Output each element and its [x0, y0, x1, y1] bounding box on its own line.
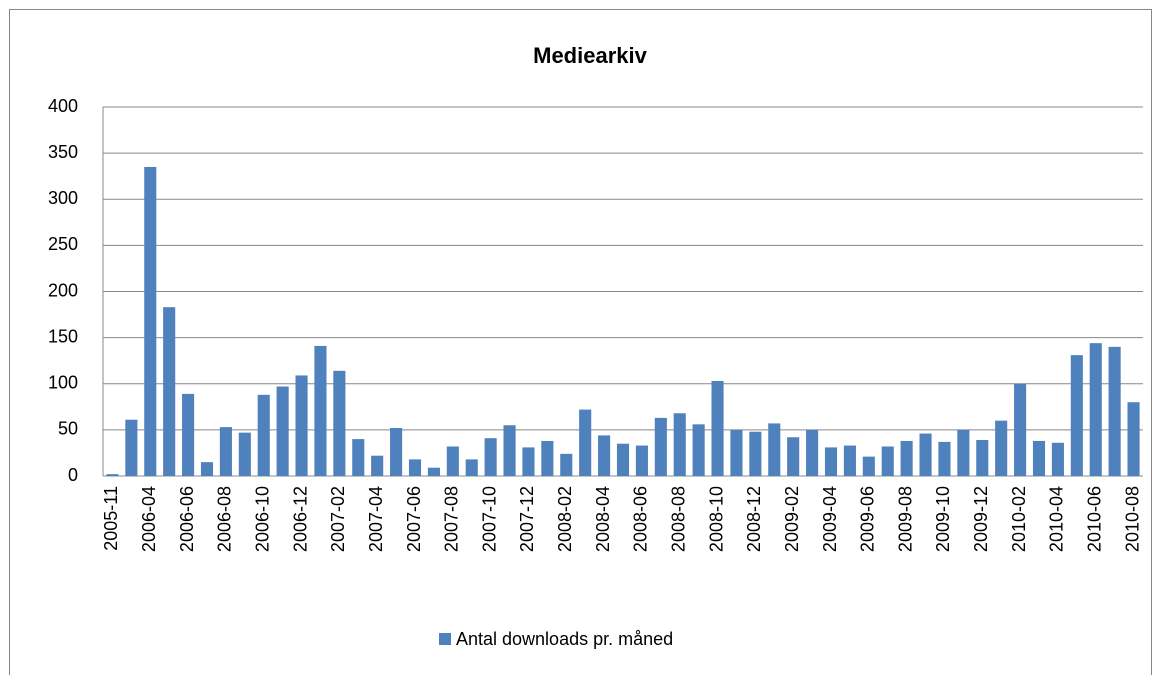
- bar: [881, 446, 894, 476]
- bar: [938, 441, 951, 476]
- y-tick-label: 300: [48, 188, 78, 208]
- x-tick-label: 2006-12: [290, 486, 310, 552]
- legend-label: Antal downloads pr. måned: [456, 629, 673, 649]
- bar: [125, 419, 138, 476]
- bar: [749, 431, 762, 476]
- x-tick-label: 2009-10: [933, 486, 953, 552]
- bar: [1070, 355, 1083, 476]
- bar: [484, 438, 497, 476]
- bar: [390, 428, 403, 476]
- bar: [465, 459, 478, 476]
- bar: [787, 437, 800, 476]
- bar: [1051, 442, 1064, 476]
- bar: [1032, 440, 1046, 476]
- y-tick-label: 100: [48, 373, 78, 393]
- chart-frame: [9, 9, 1152, 675]
- bar: [635, 445, 648, 476]
- bar: [541, 440, 554, 476]
- bar: [711, 380, 724, 476]
- bar: [673, 413, 686, 476]
- bar: [503, 425, 516, 476]
- y-tick-label: 250: [48, 234, 78, 254]
- bar: [1014, 383, 1027, 476]
- x-tick-label: 2007-08: [442, 486, 462, 552]
- bar: [957, 429, 970, 476]
- x-tick-label: 2006-06: [177, 486, 197, 552]
- x-tick-label: 2010-06: [1084, 486, 1104, 552]
- bar: [200, 462, 214, 476]
- x-tick-label: 2008-10: [706, 486, 726, 552]
- x-tick-label: 2006-04: [139, 486, 159, 552]
- x-tick-label: 2005-11: [101, 486, 121, 551]
- bar: [919, 433, 932, 476]
- y-tick-label: 350: [48, 142, 78, 162]
- chart-title: Mediearkiv: [533, 43, 647, 68]
- bar: [257, 394, 270, 476]
- bar: [163, 307, 176, 476]
- bar: [560, 453, 573, 476]
- y-tick-label: 400: [48, 96, 78, 116]
- bar: [219, 427, 232, 476]
- bar: [333, 370, 346, 476]
- x-tick-label: 2007-02: [328, 486, 348, 552]
- y-tick-label: 200: [48, 280, 78, 300]
- bar: [427, 467, 440, 476]
- x-tick-label: 2007-06: [404, 486, 424, 552]
- x-tick-label: 2009-02: [782, 486, 802, 552]
- bar: [106, 474, 119, 476]
- x-tick-label: 2009-12: [971, 486, 991, 552]
- bar: [522, 447, 535, 476]
- bar: [446, 446, 459, 476]
- x-tick-label: 2010-04: [1047, 486, 1067, 552]
- x-tick-label: 2007-10: [479, 486, 499, 552]
- bar: [824, 447, 838, 476]
- bar: [862, 456, 875, 476]
- bar: [900, 440, 913, 476]
- y-tick-label: 50: [58, 419, 78, 439]
- bar: [976, 440, 989, 476]
- legend-swatch: [439, 633, 451, 645]
- bar: [408, 459, 422, 476]
- x-tick-label: 2008-04: [593, 486, 613, 552]
- bar: [598, 435, 611, 476]
- x-tick-label: 2007-04: [366, 486, 386, 552]
- bar: [995, 420, 1008, 476]
- x-tick-label: 2010-02: [1009, 486, 1029, 552]
- y-tick-label: 0: [68, 465, 78, 485]
- x-tick-label: 2008-02: [555, 486, 575, 552]
- x-tick-label: 2008-12: [744, 486, 764, 552]
- x-tick-label: 2008-08: [668, 486, 688, 552]
- bar: [1127, 402, 1140, 476]
- x-tick-label: 2008-06: [631, 486, 651, 552]
- bar: [806, 429, 819, 476]
- bar: [371, 455, 384, 476]
- bar: [144, 166, 157, 476]
- bar: [238, 432, 251, 476]
- y-tick-label: 150: [48, 326, 78, 346]
- bar: [843, 445, 856, 476]
- bar: [314, 345, 327, 476]
- bar: [768, 423, 781, 476]
- x-tick-label: 2009-04: [820, 486, 840, 552]
- bar: [692, 424, 705, 476]
- bar: [276, 386, 289, 476]
- bar: [579, 409, 592, 476]
- x-tick-label: 2009-06: [858, 486, 878, 552]
- bar: [352, 439, 365, 476]
- bar: [1108, 346, 1121, 476]
- bar: [616, 443, 630, 476]
- x-tick-label: 2006-08: [215, 486, 235, 552]
- bar: [1089, 343, 1102, 476]
- bar: [182, 393, 195, 476]
- bar: [730, 429, 743, 476]
- bar: [295, 375, 308, 476]
- x-tick-label: 2010-08: [1122, 486, 1142, 552]
- x-tick-label: 2007-12: [517, 486, 537, 552]
- x-tick-label: 2006-10: [252, 486, 272, 552]
- x-tick-label: 2009-08: [895, 486, 915, 552]
- bar: [654, 417, 667, 476]
